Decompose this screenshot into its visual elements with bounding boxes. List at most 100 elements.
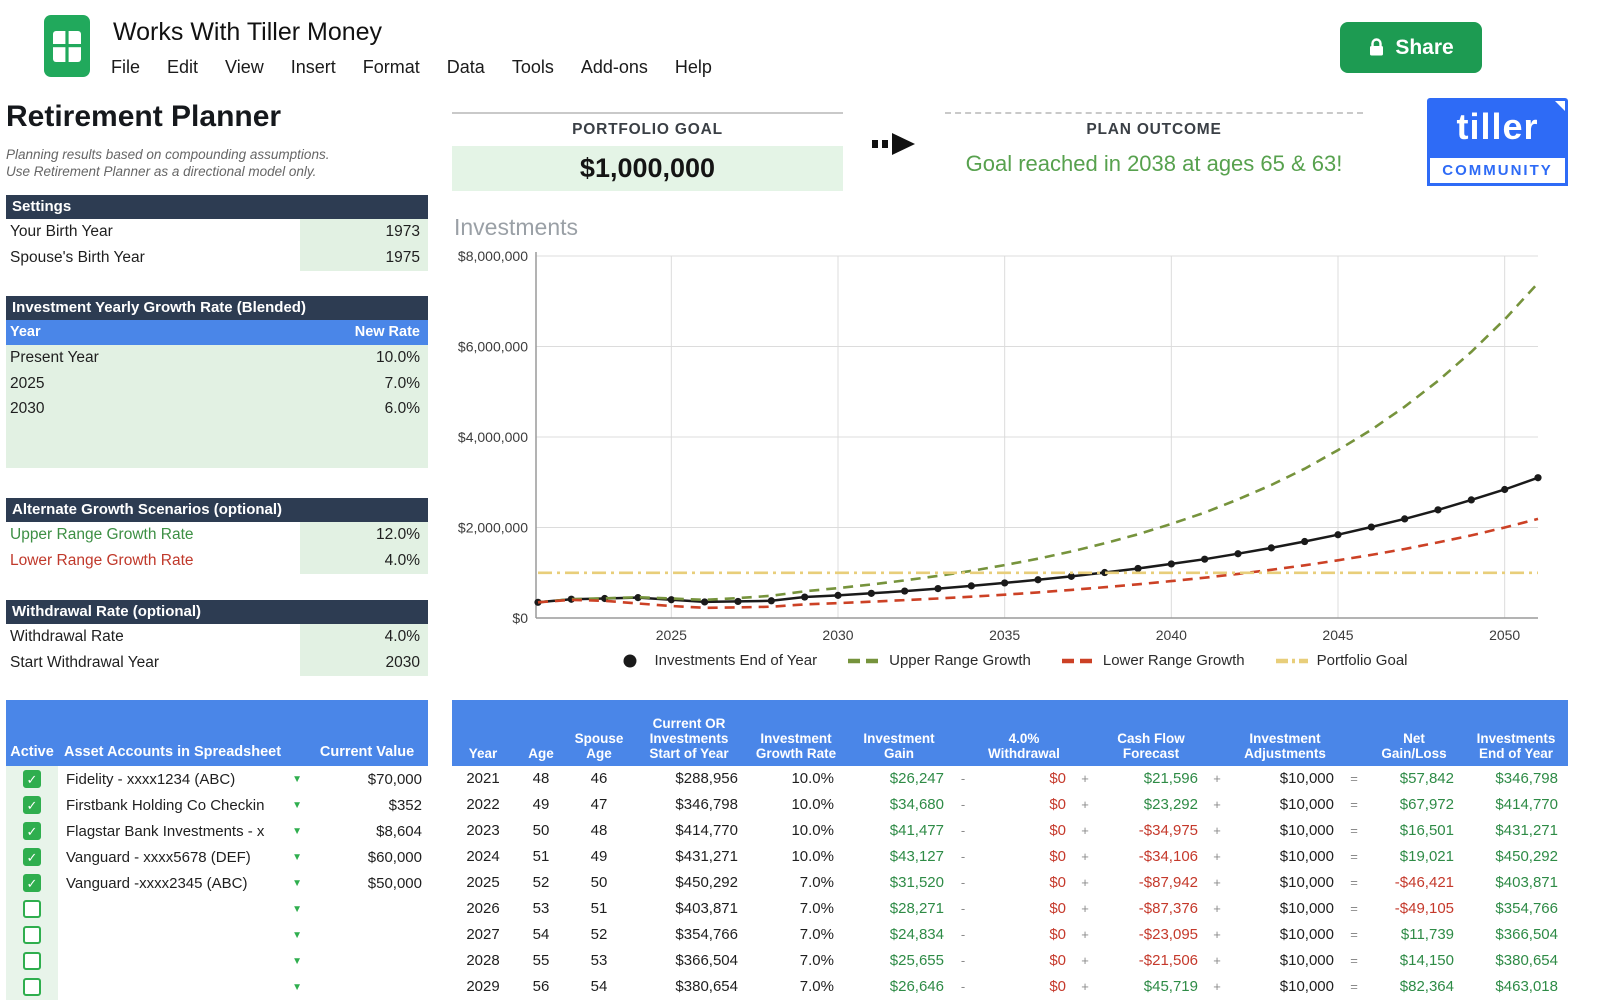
projection-cell[interactable]: $10,000 <box>1279 796 1334 813</box>
menu-item-insert[interactable]: Insert <box>290 57 336 77</box>
projection-cell[interactable]: 48 <box>590 822 608 839</box>
account-dropdown-icon[interactable]: ▼ <box>292 799 302 811</box>
projection-cell[interactable]: 50 <box>590 874 608 891</box>
projection-cell[interactable]: $346,798 <box>1495 770 1558 787</box>
projection-cell[interactable]: 51 <box>532 848 550 865</box>
projection-cell[interactable]: $34,680 <box>889 796 944 813</box>
projection-cell[interactable]: $380,654 <box>1495 952 1558 969</box>
account-active-checkbox[interactable]: ✓ <box>23 848 41 866</box>
account-dropdown-icon[interactable]: ▼ <box>292 877 302 889</box>
menu-item-edit[interactable]: Edit <box>167 57 199 77</box>
setting-value-cell[interactable]: 2030 <box>300 650 428 676</box>
projection-cell[interactable]: $25,655 <box>889 952 944 969</box>
projection-cell[interactable]: $0 <box>1049 770 1066 787</box>
projection-cell[interactable]: 46 <box>590 770 608 787</box>
projection-cell[interactable]: $354,766 <box>675 926 738 943</box>
projection-cell[interactable]: 2024 <box>466 848 500 865</box>
projection-cell[interactable]: 49 <box>590 848 608 865</box>
projection-cell[interactable]: $26,646 <box>889 978 944 995</box>
projection-cell[interactable]: 10.0% <box>791 848 834 865</box>
projection-cell[interactable]: 47 <box>590 796 608 813</box>
projection-cell[interactable]: $41,477 <box>889 822 944 839</box>
projection-cell[interactable]: $288,956 <box>675 770 738 787</box>
projection-cell[interactable]: $403,871 <box>1495 874 1558 891</box>
projection-cell[interactable]: $354,766 <box>1495 900 1558 917</box>
projection-cell[interactable]: -$46,421 <box>1394 874 1454 891</box>
projection-cell[interactable]: $10,000 <box>1279 926 1334 943</box>
account-dropdown-icon[interactable]: ▼ <box>292 825 302 837</box>
projection-cell[interactable]: 2027 <box>466 926 500 943</box>
projection-cell[interactable]: $0 <box>1049 978 1066 995</box>
projection-cell[interactable]: $10,000 <box>1279 978 1334 995</box>
menu-item-addons[interactable]: Add-ons <box>580 57 648 77</box>
projection-cell[interactable]: -$87,376 <box>1138 900 1198 917</box>
projection-cell[interactable]: 51 <box>590 900 608 917</box>
share-button[interactable]: Share <box>1340 22 1482 73</box>
projection-cell[interactable]: 7.0% <box>799 926 834 943</box>
projection-cell[interactable]: 2022 <box>466 796 500 813</box>
projection-cell[interactable]: 7.0% <box>799 952 834 969</box>
projection-cell[interactable]: 50 <box>532 822 550 839</box>
account-active-checkbox[interactable] <box>23 978 41 996</box>
projection-cell[interactable]: $67,972 <box>1399 796 1454 813</box>
account-dropdown-icon[interactable]: ▼ <box>292 981 302 993</box>
account-active-checkbox[interactable] <box>23 926 41 944</box>
growth-rate-cell[interactable]: 6.0% <box>384 400 420 417</box>
projection-cell[interactable]: 48 <box>532 770 550 787</box>
account-active-checkbox[interactable]: ✓ <box>23 874 41 892</box>
projection-cell[interactable]: 10.0% <box>791 770 834 787</box>
projection-cell[interactable]: $11,739 <box>1400 926 1454 943</box>
projection-cell[interactable]: $14,150 <box>1399 952 1454 969</box>
projection-cell[interactable]: $10,000 <box>1279 952 1334 969</box>
projection-cell[interactable]: 56 <box>532 978 550 995</box>
account-active-checkbox[interactable] <box>23 900 41 918</box>
projection-cell[interactable]: 7.0% <box>799 978 834 995</box>
menu-item-help[interactable]: Help <box>674 57 712 77</box>
menu-item-file[interactable]: File <box>111 57 141 77</box>
projection-cell[interactable]: $28,271 <box>889 900 944 917</box>
menu-item-format[interactable]: Format <box>362 57 420 77</box>
projection-cell[interactable]: $450,292 <box>1495 848 1558 865</box>
projection-cell[interactable]: 52 <box>590 926 608 943</box>
projection-cell[interactable]: -$49,105 <box>1394 900 1454 917</box>
projection-cell[interactable]: $0 <box>1049 900 1066 917</box>
projection-cell[interactable]: 2028 <box>466 952 500 969</box>
account-dropdown-icon[interactable]: ▼ <box>292 955 302 967</box>
projection-cell[interactable]: $43,127 <box>889 848 944 865</box>
projection-cell[interactable]: $57,842 <box>1399 770 1454 787</box>
account-active-checkbox[interactable]: ✓ <box>23 822 41 840</box>
projection-cell[interactable]: $10,000 <box>1279 822 1334 839</box>
projection-cell[interactable]: 2023 <box>466 822 500 839</box>
projection-cell[interactable]: $31,520 <box>889 874 944 891</box>
projection-cell[interactable]: $0 <box>1049 796 1066 813</box>
projection-cell[interactable]: 53 <box>590 952 608 969</box>
growth-rate-cell[interactable]: 10.0% <box>376 349 420 366</box>
growth-year-cell[interactable]: 2025 <box>10 374 45 392</box>
account-dropdown-icon[interactable]: ▼ <box>292 851 302 863</box>
projection-cell[interactable]: 52 <box>532 874 550 891</box>
projection-cell[interactable]: -$21,506 <box>1138 952 1198 969</box>
account-dropdown-icon[interactable]: ▼ <box>292 773 302 785</box>
growth-year-cell[interactable]: 2030 <box>10 400 45 417</box>
portfolio-goal-value[interactable]: $1,000,000 <box>452 146 843 191</box>
projection-cell[interactable]: 2025 <box>466 874 500 891</box>
projection-cell[interactable]: 7.0% <box>799 900 834 917</box>
projection-cell[interactable]: 2021 <box>466 770 500 787</box>
projection-cell[interactable]: $346,798 <box>675 796 738 813</box>
account-active-checkbox[interactable]: ✓ <box>23 770 41 788</box>
projection-cell[interactable]: $10,000 <box>1279 900 1334 917</box>
projection-cell[interactable]: 49 <box>532 796 550 813</box>
account-dropdown-icon[interactable]: ▼ <box>292 903 302 915</box>
projection-cell[interactable]: 55 <box>532 952 550 969</box>
setting-value-cell[interactable]: 4.0% <box>300 548 428 574</box>
projection-cell[interactable]: -$34,106 <box>1138 848 1198 865</box>
projection-cell[interactable]: $463,018 <box>1495 978 1558 995</box>
projection-cell[interactable]: $0 <box>1049 926 1066 943</box>
projection-cell[interactable]: $10,000 <box>1279 770 1334 787</box>
projection-cell[interactable]: -$34,975 <box>1138 822 1198 839</box>
menu-item-data[interactable]: Data <box>446 57 485 77</box>
projection-cell[interactable]: 10.0% <box>791 796 834 813</box>
projection-cell[interactable]: 2026 <box>466 900 500 917</box>
projection-cell[interactable]: $26,247 <box>889 770 944 787</box>
projection-cell[interactable]: 53 <box>532 900 550 917</box>
